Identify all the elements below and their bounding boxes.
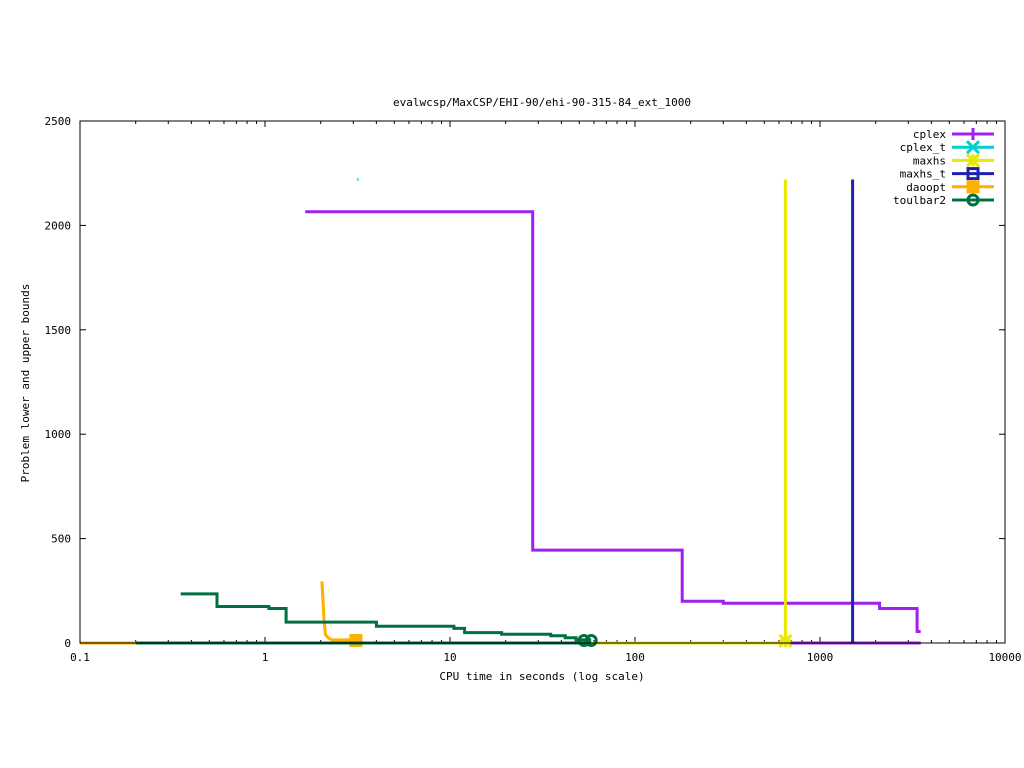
y-tick-label: 1000 bbox=[45, 428, 72, 441]
plot-series bbox=[80, 178, 921, 648]
legend-marker-maxhs bbox=[965, 153, 981, 168]
legend-label-cplex_t: cplex_t bbox=[900, 141, 946, 154]
x-tick-label: 100 bbox=[625, 651, 645, 664]
legend-label-daoopt: daoopt bbox=[906, 181, 946, 194]
series-maxhs bbox=[80, 179, 793, 648]
x-tick-label: 1 bbox=[262, 651, 269, 664]
legend-marker-toulbar2 bbox=[966, 193, 980, 207]
y-tick-label: 0 bbox=[64, 637, 71, 650]
x-tick-label: 10000 bbox=[988, 651, 1021, 664]
x-tick-label: 10 bbox=[443, 651, 456, 664]
series-cplex bbox=[305, 210, 921, 645]
chart-title: evalwcsp/MaxCSP/EHI-90/ehi-90-315-84_ext… bbox=[393, 96, 691, 109]
legend-label-cplex: cplex bbox=[913, 128, 946, 141]
cplex-line bbox=[305, 210, 921, 633]
y-tick-label: 500 bbox=[51, 533, 71, 546]
maxhs-point bbox=[778, 633, 793, 648]
plot-frame bbox=[79, 120, 1006, 644]
legend-marker-cplex_t bbox=[965, 140, 981, 155]
legend-label-toulbar2: toulbar2 bbox=[893, 194, 946, 207]
legend-label-maxhs_t: maxhs_t bbox=[900, 168, 946, 181]
legend-label-maxhs: maxhs bbox=[913, 154, 946, 167]
legend-marker-daoopt bbox=[966, 180, 980, 194]
toulbar2-line bbox=[180, 592, 592, 642]
toulbar2-point bbox=[577, 633, 591, 647]
y-axis-label: Problem lower and upper bounds bbox=[19, 284, 32, 483]
toulbar2-point bbox=[584, 633, 598, 647]
y-tick-label: 2000 bbox=[45, 219, 72, 232]
series-toulbar2 bbox=[135, 592, 598, 647]
x-axis-label: CPU time in seconds (log scale) bbox=[439, 670, 644, 683]
legend-marker-cplex bbox=[967, 128, 979, 140]
y-tick-label: 2500 bbox=[45, 115, 72, 128]
x-tick-label: 1000 bbox=[807, 651, 834, 664]
legend-marker-maxhs_t bbox=[966, 167, 980, 181]
x-tick-label: 0.1 bbox=[70, 651, 90, 664]
daoopt-point bbox=[349, 633, 363, 647]
series-daoopt bbox=[80, 581, 363, 647]
y-tick-label: 1500 bbox=[45, 324, 72, 337]
daoopt-line bbox=[320, 581, 356, 642]
